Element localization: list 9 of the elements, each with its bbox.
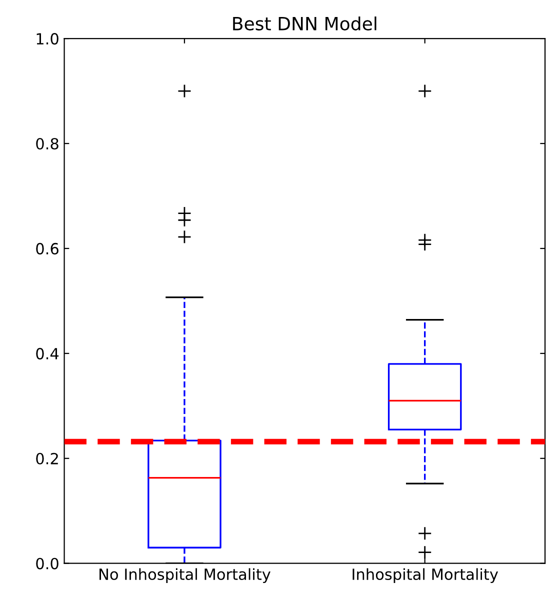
y-tick-label: 0.2 [36,452,58,464]
y-tick-label: 1.0 [36,33,58,45]
chart-title: Best DNN Model [233,16,376,30]
x-tick-label: No Inhospital Mortality [100,568,270,583]
y-tick-label: 0.0 [36,558,58,570]
x-tick-label: Inhospital Mortality [352,568,498,583]
y-tick-label: 0.4 [36,348,59,360]
y-tick-label: 0.6 [36,242,58,254]
y-tick-label: 0.8 [36,138,58,150]
